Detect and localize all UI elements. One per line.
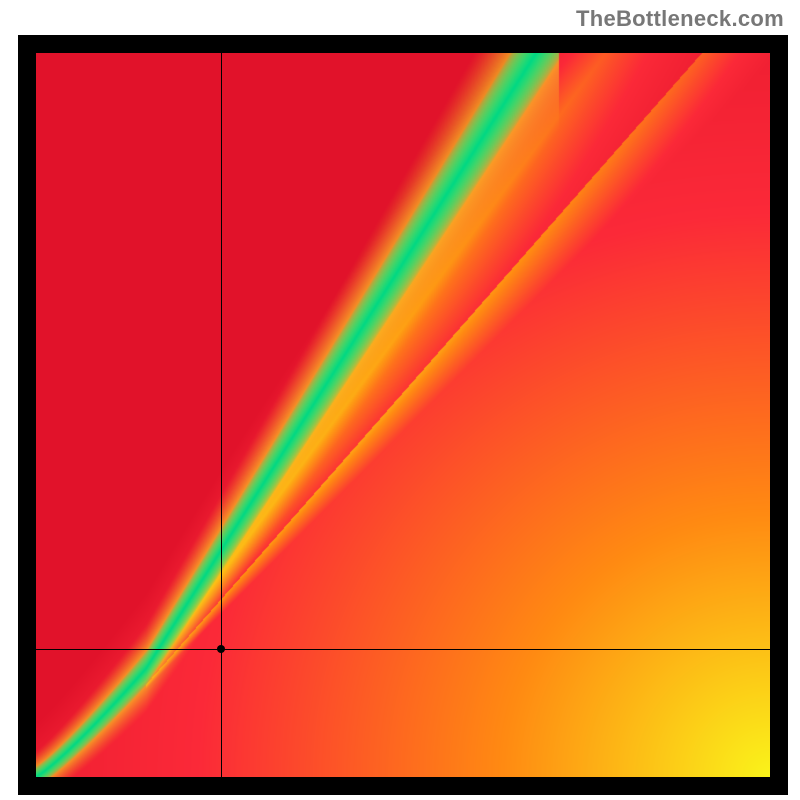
chart-container: TheBottleneck.com	[0, 0, 800, 800]
crosshair-horizontal	[36, 649, 770, 650]
crosshair-point	[217, 645, 225, 653]
outer-frame	[18, 35, 788, 795]
watermark-text: TheBottleneck.com	[576, 6, 784, 32]
crosshair-vertical	[221, 53, 222, 777]
heatmap-plot	[36, 53, 770, 777]
heatmap-canvas	[36, 53, 770, 777]
